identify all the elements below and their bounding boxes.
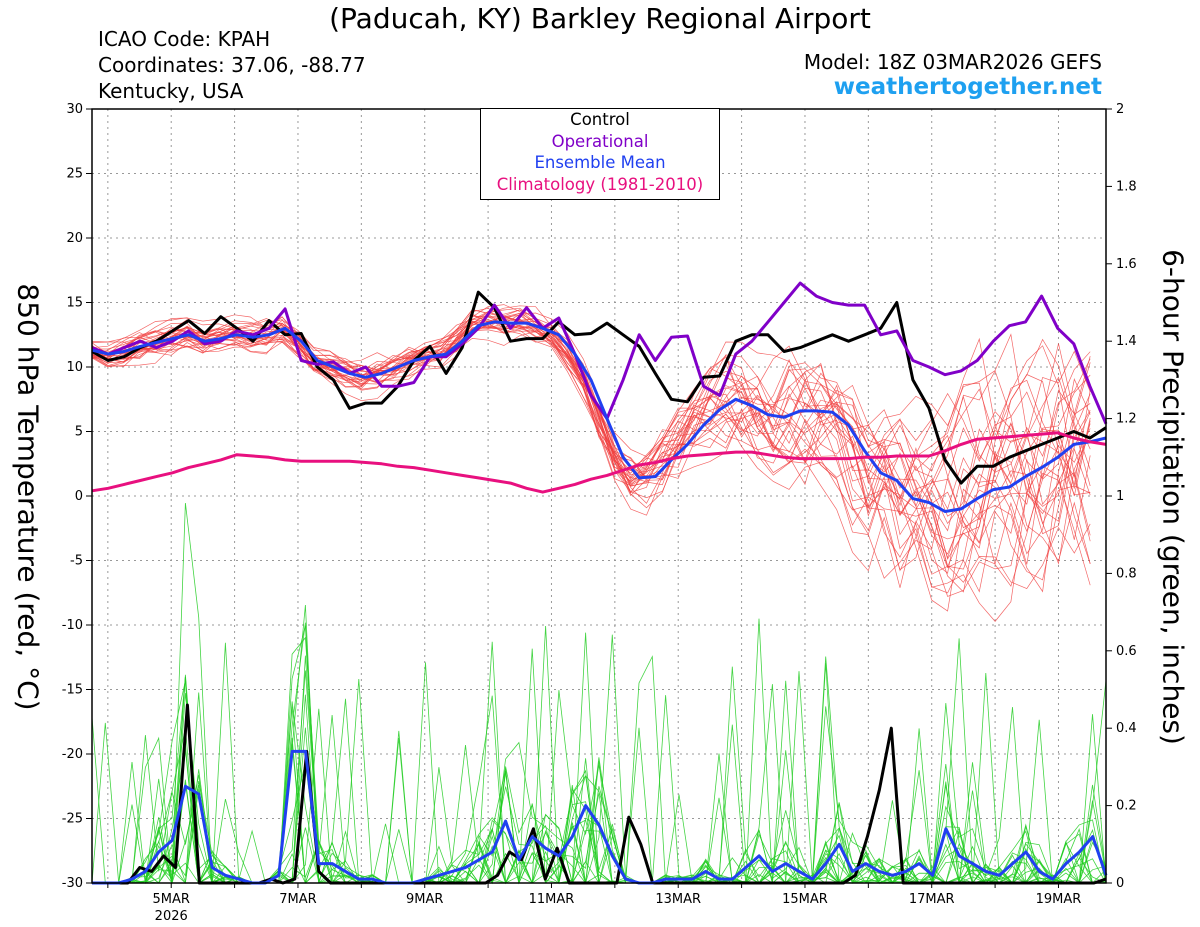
y-axis-label-right: 6-hour Precipitation (green, inches) bbox=[1156, 249, 1190, 745]
x-tick-label: 19MAR bbox=[1036, 892, 1082, 907]
legend-operational: Operational bbox=[551, 131, 649, 151]
x-tick-label: 7MAR bbox=[279, 892, 316, 907]
y2-tick-label: 0 bbox=[1116, 876, 1124, 891]
temp-member-line bbox=[91, 326, 1091, 516]
temp-member-line bbox=[91, 315, 1091, 594]
y-tick-label: -5 bbox=[70, 554, 83, 569]
y2-tick-label: 1 bbox=[1116, 489, 1124, 504]
y-tick-label: 15 bbox=[66, 296, 83, 311]
coordinates: Coordinates: 37.06, -88.77 bbox=[98, 53, 366, 77]
legend-ensemble-mean: Ensemble Mean bbox=[534, 153, 666, 172]
precip-member-line bbox=[92, 656, 1107, 885]
ensemble-members bbox=[91, 304, 1107, 885]
x-tick-label: 17MAR bbox=[909, 892, 955, 907]
y2-tick-label: 1.6 bbox=[1116, 257, 1137, 272]
y-tick-label: -25 bbox=[62, 812, 83, 827]
temp-member-line bbox=[91, 313, 1091, 555]
y-tick-label: -20 bbox=[62, 747, 83, 762]
x-tick-label: 5MAR bbox=[153, 892, 190, 907]
y-tick-label: 10 bbox=[66, 360, 83, 375]
legend: Control Operational Ensemble Mean Climat… bbox=[480, 108, 720, 200]
y-tick-label: 5 bbox=[75, 425, 83, 440]
temp-member-line bbox=[91, 309, 1091, 612]
y2-tick-label: 1.8 bbox=[1116, 179, 1137, 194]
y2-tick-label: 2 bbox=[1116, 102, 1124, 117]
y2-tick-label: 0.8 bbox=[1116, 566, 1137, 581]
axes: 302520151050-5-10-15-20-25-3021.81.61.41… bbox=[62, 102, 1137, 924]
x-tick-label: 11MAR bbox=[529, 892, 575, 907]
y2-tick-label: 0.6 bbox=[1116, 644, 1137, 659]
temp-member-line bbox=[91, 319, 1091, 529]
x-tick-label: 9MAR bbox=[406, 892, 443, 907]
y-tick-label: -15 bbox=[62, 683, 83, 698]
x-tick-label: 13MAR bbox=[655, 892, 701, 907]
temp-member-line bbox=[91, 314, 1091, 558]
operational-temp-line bbox=[91, 281, 1108, 425]
climatology-1981-2010-temp-line bbox=[91, 431, 1107, 494]
y-tick-label: -10 bbox=[62, 618, 83, 633]
legend-climatology: Climatology (1981-2010) bbox=[496, 174, 704, 194]
y-tick-label: 30 bbox=[66, 102, 83, 117]
temp-member-line bbox=[91, 309, 1091, 587]
region: Kentucky, USA bbox=[98, 79, 244, 103]
y-tick-label: 0 bbox=[75, 489, 83, 504]
site-link[interactable]: weathertogether.net bbox=[833, 74, 1102, 100]
x-tick-sublabel: 2026 bbox=[155, 909, 188, 924]
precip-member-line bbox=[92, 663, 1106, 884]
ensemble-mean-temp-line bbox=[91, 320, 1107, 513]
temp-member-line bbox=[91, 311, 1091, 565]
precip-member-line bbox=[92, 662, 1107, 885]
series-lines bbox=[91, 281, 1108, 885]
model-run: Model: 18Z 03MAR2026 GEFS bbox=[803, 50, 1102, 74]
x-tick-label: 15MAR bbox=[782, 892, 828, 907]
y-axis-label-left: 850 hPa Temperature (red, °C) bbox=[11, 283, 45, 711]
y2-tick-label: 1.2 bbox=[1116, 412, 1137, 427]
y-tick-label: -30 bbox=[62, 876, 83, 891]
y2-tick-label: 0.2 bbox=[1116, 799, 1137, 814]
y-tick-label: 25 bbox=[66, 167, 83, 182]
grid bbox=[92, 109, 1106, 883]
y-tick-label: 20 bbox=[66, 231, 83, 246]
y2-tick-label: 0.4 bbox=[1116, 721, 1137, 736]
legend-control: Control bbox=[570, 110, 630, 129]
temp-member-line bbox=[91, 313, 1091, 545]
y2-tick-label: 1.4 bbox=[1116, 334, 1137, 349]
icao-code: ICAO Code: KPAH bbox=[98, 27, 271, 51]
temp-member-line bbox=[91, 305, 1091, 565]
temp-member-line bbox=[91, 322, 1091, 597]
chart-title: (Paducah, KY) Barkley Regional Airport bbox=[329, 2, 871, 35]
